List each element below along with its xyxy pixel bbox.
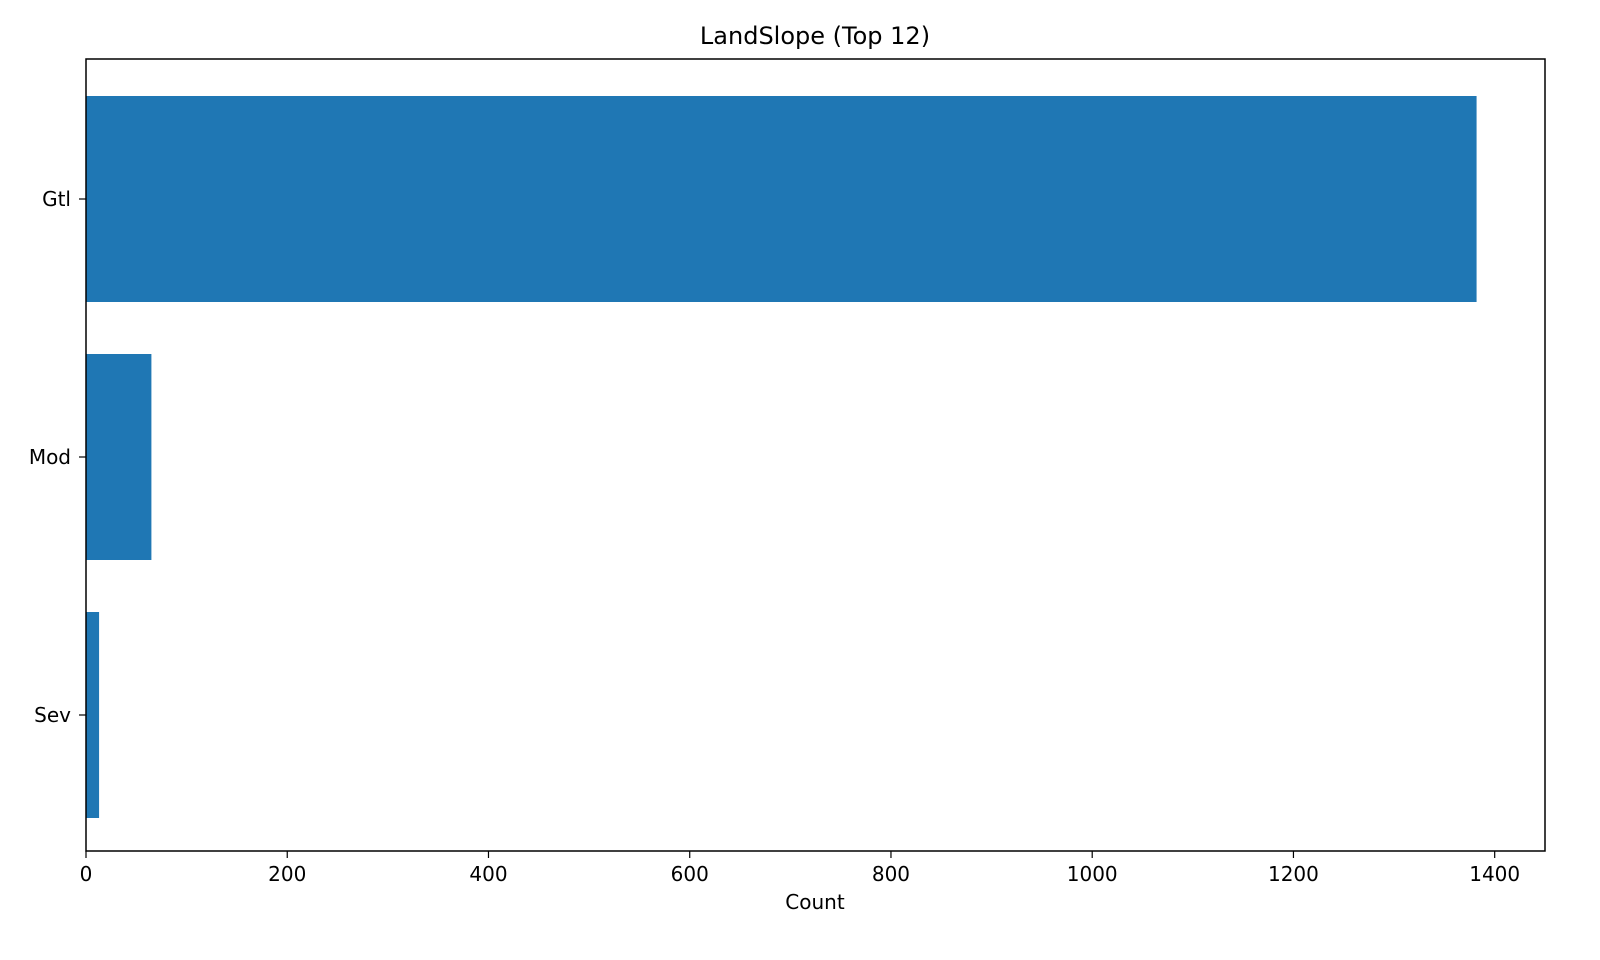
y-tick-label: Sev [34,703,71,727]
chart-title: LandSlope (Top 12) [700,22,930,50]
x-tick-label: 1400 [1469,862,1520,886]
y-axis: Gtl Mod Sev [29,187,86,727]
bar-mod [86,354,152,560]
x-tick-label: 0 [80,862,93,886]
bars-layer [86,96,1477,818]
bar-sev [86,612,100,818]
x-tick-label: 600 [671,862,709,886]
x-tick-label: 800 [872,862,910,886]
x-axis-title: Count [785,890,845,914]
x-tick-label: 200 [268,862,306,886]
y-tick-label: Mod [29,445,71,469]
x-tick-label: 1000 [1067,862,1118,886]
plot-frame [85,58,1546,852]
bar-gtl [86,96,1477,302]
x-tick-label: 400 [469,862,507,886]
x-axis: 0 200 400 600 800 1000 1200 1400 [80,851,1520,886]
x-tick-label: 1200 [1268,862,1319,886]
y-tick-label: Gtl [42,187,71,211]
